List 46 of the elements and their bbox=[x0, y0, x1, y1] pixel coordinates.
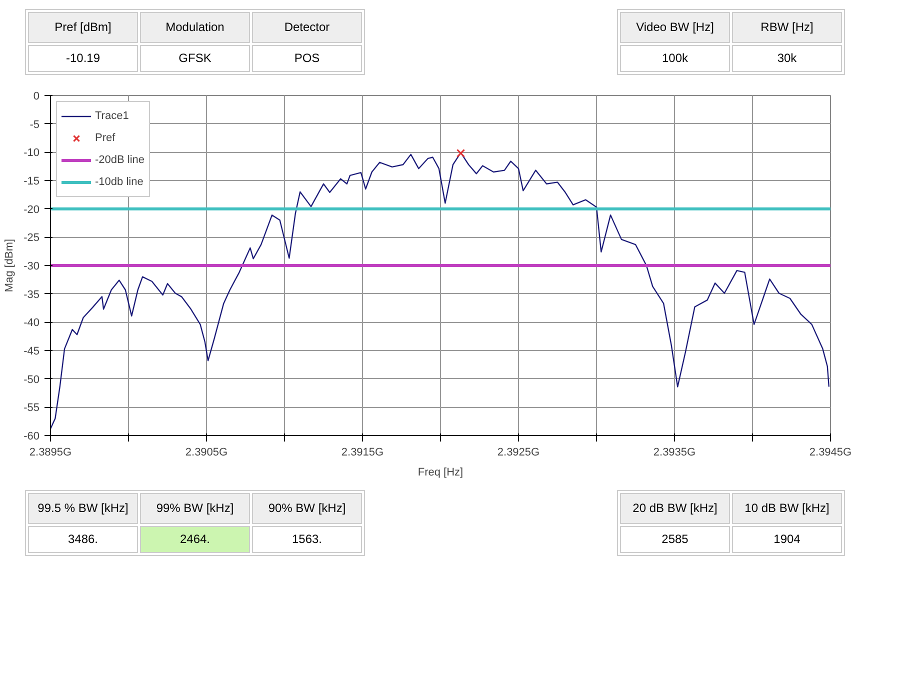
y-tick-label: -55 bbox=[24, 402, 40, 414]
y-tick-label: -60 bbox=[24, 430, 40, 442]
y-tick-label: -25 bbox=[24, 232, 40, 244]
y-tick-label: -40 bbox=[24, 317, 40, 330]
text: 20 dB BW [kHz] bbox=[620, 493, 730, 524]
y-tick-label: -10 bbox=[24, 147, 40, 160]
y-tick-label: -35 bbox=[24, 288, 40, 301]
text: GFSK bbox=[140, 45, 250, 72]
text: 90% BW [kHz] bbox=[252, 493, 362, 524]
legend-label: Pref bbox=[95, 132, 116, 144]
text: POS bbox=[252, 45, 362, 72]
text: 2585 bbox=[620, 526, 730, 554]
x-tick-label: 2.3905G bbox=[185, 446, 228, 458]
text: 100k bbox=[620, 45, 730, 72]
y-tick-label: -30 bbox=[24, 260, 40, 272]
legend-label: Trace1 bbox=[95, 110, 129, 122]
text: 10 dB BW [kHz] bbox=[732, 493, 842, 524]
text: -10.19 bbox=[28, 45, 138, 72]
x-axis-title: Freq [Hz] bbox=[418, 466, 464, 478]
y-tick-label: -20 bbox=[24, 204, 40, 216]
x-tick-label: 2.3945G bbox=[809, 446, 852, 458]
text: Pref [dBm] bbox=[28, 12, 138, 44]
text: Video BW [Hz] bbox=[620, 12, 730, 44]
text: 99.5 % BW [kHz] bbox=[28, 493, 138, 524]
y-tick-label: -50 bbox=[24, 374, 40, 386]
text: 99% BW [kHz] bbox=[140, 493, 250, 524]
x-tick-label: 2.3935G bbox=[653, 446, 696, 458]
y-tick-label: -5 bbox=[30, 118, 40, 131]
text: Modulation bbox=[140, 12, 250, 44]
legend-label: -10db line bbox=[95, 176, 144, 188]
text: 30k bbox=[732, 45, 842, 72]
y-tick-label: -15 bbox=[24, 176, 40, 188]
x-tick-label: 2.3915G bbox=[341, 446, 384, 458]
text: RBW [Hz] bbox=[732, 12, 842, 44]
text: 1563. bbox=[252, 526, 362, 554]
text: 2464. bbox=[140, 526, 250, 554]
text: Detector bbox=[252, 12, 362, 44]
line-series bbox=[50, 152, 830, 430]
x-tick-label: 2.3895G bbox=[29, 446, 72, 458]
text: 3486. bbox=[28, 526, 138, 554]
y-tick-label: 0 bbox=[33, 90, 40, 102]
legend-label: -20dB line bbox=[95, 154, 145, 166]
text: 1904 bbox=[732, 526, 842, 554]
y-tick-label: -45 bbox=[24, 346, 40, 358]
y-axis-title: Mag [dBm] bbox=[4, 238, 16, 292]
x-tick-label: 2.3925G bbox=[497, 446, 540, 458]
